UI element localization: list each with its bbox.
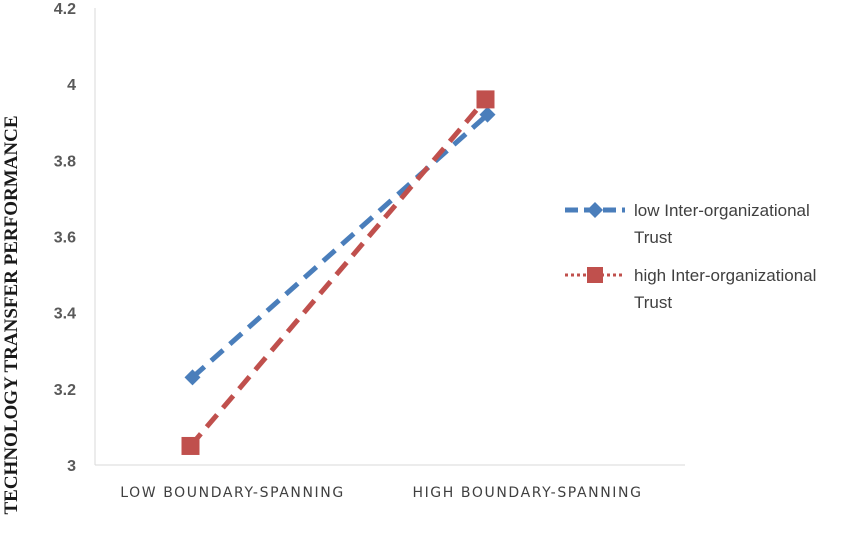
data-point-high-trust: [476, 90, 495, 109]
data-point-low-trust: [479, 106, 496, 123]
y-tick-label: 4.2: [54, 1, 76, 18]
y-tick-label: 3.6: [54, 230, 76, 247]
legend-item: high Inter-organizational Trust: [565, 266, 816, 312]
legend-label: high Inter-organizational: [634, 266, 816, 285]
y-tick-label: 3.8: [54, 153, 76, 170]
series-line-high-trust: [188, 97, 488, 448]
data-point-low-trust: [184, 369, 201, 386]
series-layer: [181, 90, 496, 455]
legend-swatch-marker: [587, 267, 603, 283]
x-category-label: LOW BOUNDARY-SPANNING: [120, 485, 345, 501]
legend-item: low Inter-organizational Trust: [565, 201, 810, 247]
legend-swatch-marker: [587, 202, 603, 218]
series-line-low-trust: [190, 112, 490, 380]
data-point-high-trust: [181, 436, 200, 455]
legend-label: low Inter-organizational: [634, 201, 810, 220]
y-tick-label: 3.2: [54, 382, 76, 399]
y-axis-title: TECHNOLOGY TRANSFER PERFORMANCE: [1, 115, 22, 514]
x-category-label: HIGH BOUNDARY-SPANNING: [412, 485, 642, 501]
y-tick-labels: 3 3.2 3.4 3.6 3.8 4 4.2: [54, 1, 76, 475]
y-tick-label: 4: [67, 77, 76, 94]
y-tick-label: 3: [67, 458, 76, 475]
legend-label: Trust: [634, 228, 672, 247]
x-tick-labels: LOW BOUNDARY-SPANNING HIGH BOUNDARY-SPANN…: [120, 485, 642, 501]
legend-label: Trust: [634, 293, 672, 312]
y-tick-label: 3.4: [54, 306, 76, 323]
